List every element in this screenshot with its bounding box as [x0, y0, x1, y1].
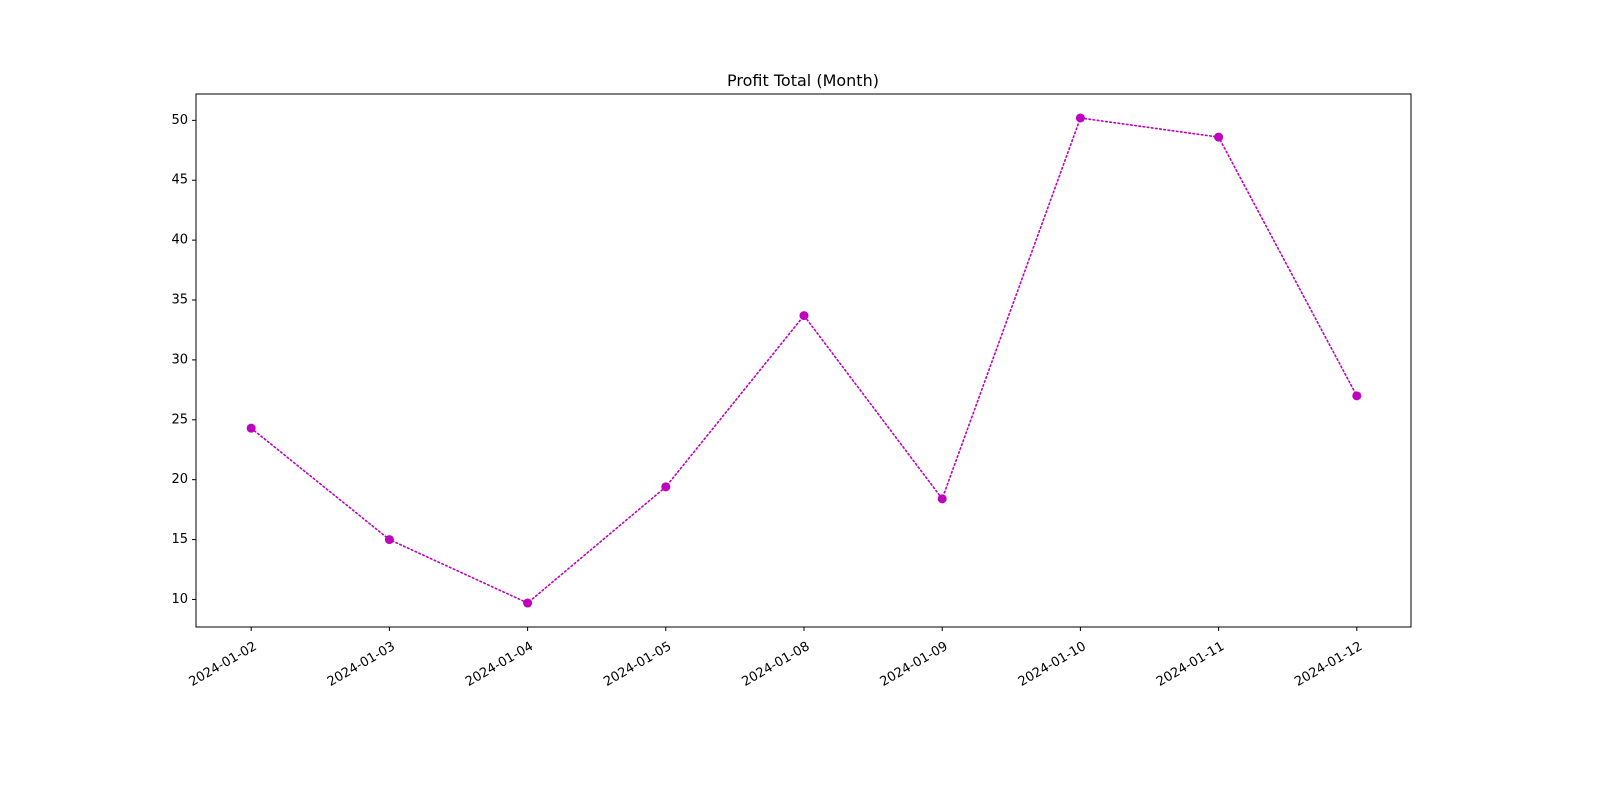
x-axis: 2024-01-02 2024-01-03 2024-01-04 2024-01-05… — [187, 627, 1365, 690]
x-tick-label: 2024-01-10 — [1016, 639, 1089, 690]
data-point — [661, 482, 671, 492]
y-tick-label: 10 — [171, 592, 188, 607]
x-tick-label: 2024-01-04 — [463, 639, 536, 690]
x-tick-label: 2024-01-12 — [1292, 639, 1365, 690]
y-tick-label: 30 — [171, 352, 188, 367]
series-layer — [246, 113, 1362, 608]
x-tick-label: 2024-01-11 — [1154, 639, 1227, 690]
x-tick-label: 2024-01-08 — [739, 639, 812, 690]
y-tick-label: 40 — [171, 233, 188, 248]
x-tick-label: 2024-01-03 — [325, 639, 398, 690]
data-point — [246, 423, 256, 433]
x-tick-label: 2024-01-02 — [187, 639, 260, 690]
data-point — [1075, 113, 1085, 123]
y-tick-label: 15 — [171, 532, 188, 547]
y-tick-label: 20 — [171, 472, 188, 487]
y-tick-label: 35 — [171, 293, 188, 308]
plot-frame — [195, 93, 1412, 628]
chart-title: Profit Total (Month) — [727, 71, 879, 90]
series-line — [250, 117, 1358, 604]
data-point — [523, 598, 533, 608]
data-point — [384, 535, 394, 545]
data-point — [1352, 391, 1362, 401]
data-point — [1214, 132, 1224, 142]
y-tick-label: 50 — [171, 113, 188, 128]
data-point — [799, 311, 809, 321]
data-point — [937, 494, 947, 504]
y-tick-label: 45 — [171, 173, 188, 188]
x-tick-label: 2024-01-05 — [601, 639, 674, 690]
y-tick-label: 25 — [171, 412, 188, 427]
x-tick-label: 2024-01-09 — [878, 639, 951, 690]
y-axis: 10 15 20 25 30 35 40 45 50 — [171, 113, 196, 607]
